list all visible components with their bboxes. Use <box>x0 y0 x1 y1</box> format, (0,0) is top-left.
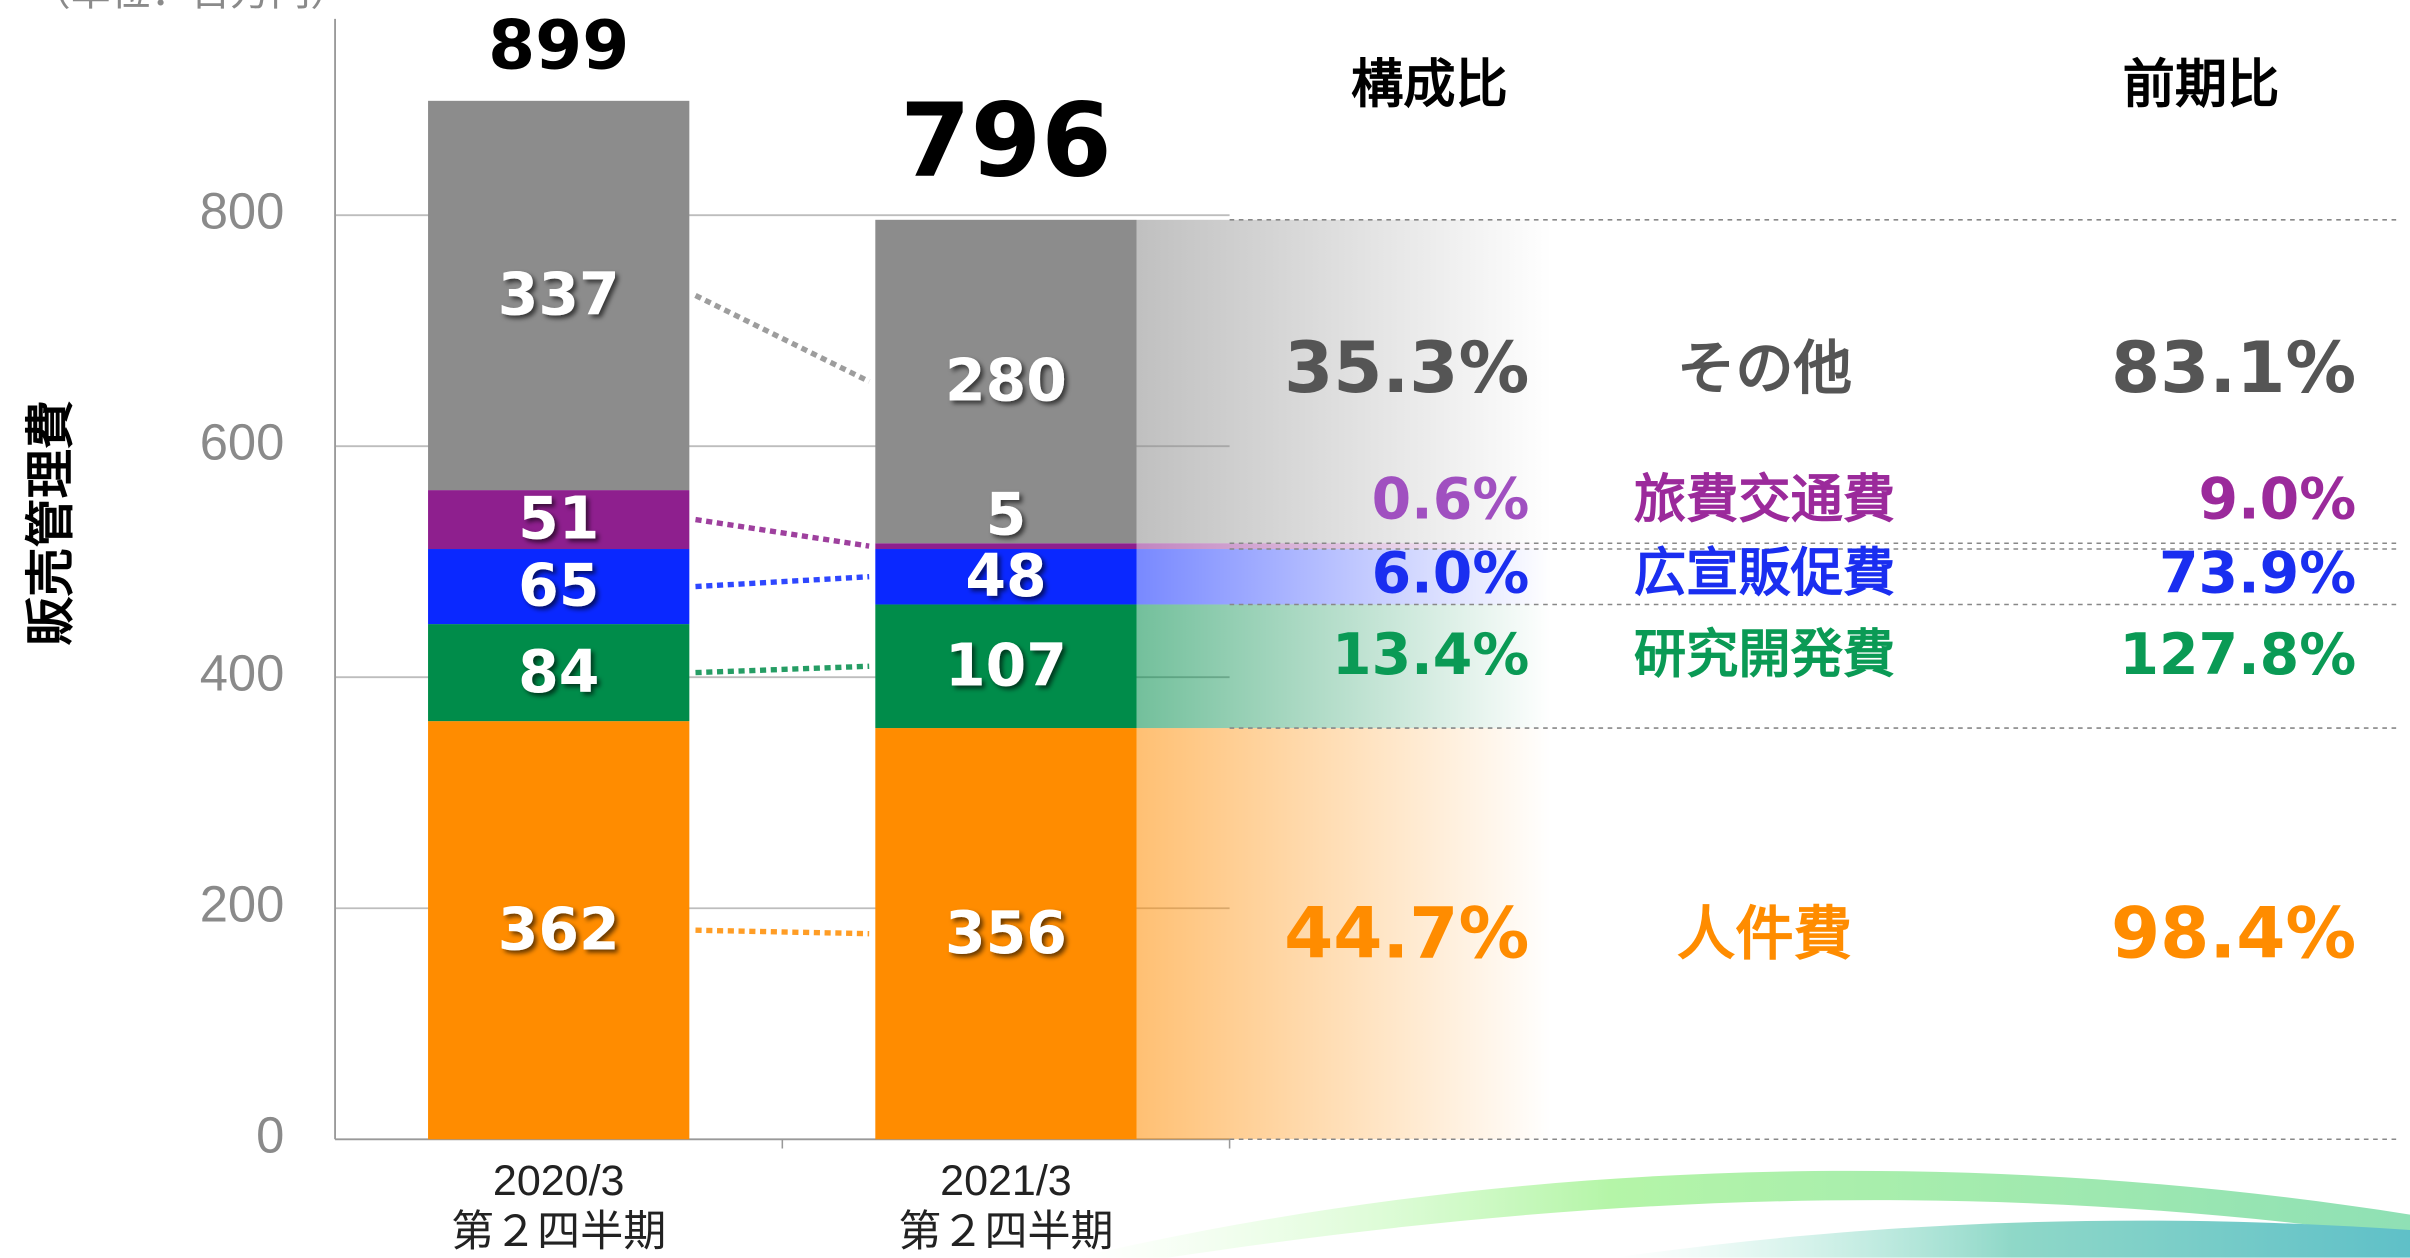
bar-segment <box>428 721 690 1140</box>
yoy-value: 73.9% <box>2159 540 2356 606</box>
fade-band <box>1136 604 1552 729</box>
x-tick-label: 第２四半期 <box>898 1208 1113 1256</box>
legend-label: 研究開発費 <box>1634 625 1895 685</box>
table-header: 前期比 <box>2123 55 2280 115</box>
legend-label: 人件費 <box>1677 900 1852 968</box>
fade-band <box>1136 728 1552 1140</box>
y-tick-label: 600 <box>200 414 285 471</box>
share-value: 13.4% <box>1332 622 1529 688</box>
connector <box>694 293 871 384</box>
value-label: 65 <box>518 552 599 620</box>
y-axis-label: 販売管理費 <box>21 400 79 646</box>
connector <box>695 663 870 676</box>
value-label: 337 <box>498 261 620 329</box>
y-tick-label: 200 <box>200 876 285 933</box>
share-value: 0.6% <box>1372 467 1530 533</box>
total-label: 899 <box>488 6 629 85</box>
yoy-value: 98.4% <box>2111 891 2356 974</box>
x-tick-label: 2021/3 <box>940 1157 1072 1205</box>
fade-band <box>1136 543 1552 550</box>
fade-band <box>1136 219 1552 544</box>
value-label: 362 <box>498 895 620 963</box>
bar-segment <box>875 728 1137 1140</box>
bar-segment <box>428 549 690 625</box>
connector <box>695 927 870 937</box>
value-label: 5 <box>986 481 1027 549</box>
share-value: 44.7% <box>1284 891 1529 974</box>
value-label: 51 <box>518 485 599 553</box>
connector <box>695 574 870 590</box>
bar-segment <box>428 624 690 722</box>
y-tick-label: 0 <box>256 1107 284 1164</box>
bar-segment <box>875 549 1137 605</box>
table-header: 構成比 <box>1351 55 1508 115</box>
yoy-value: 9.0% <box>2199 467 2357 533</box>
x-tick-label: 第２四半期 <box>451 1208 666 1256</box>
bar-segment <box>875 604 1137 729</box>
unit-note: （単位：百万円） <box>31 0 351 14</box>
bar-segment <box>428 490 690 550</box>
legend-label: 広宣販促費 <box>1634 544 1895 604</box>
total-label: 796 <box>900 81 1112 199</box>
share-value: 6.0% <box>1372 540 1530 606</box>
decoration <box>1075 1170 2410 1258</box>
value-label: 107 <box>945 631 1067 699</box>
yoy-value: 83.1% <box>2111 326 2356 409</box>
decoration <box>1613 1220 2410 1258</box>
y-tick-label: 800 <box>200 183 285 240</box>
bar-segment <box>428 100 690 491</box>
fade-band <box>1136 549 1552 605</box>
x-tick-label: 2020/3 <box>493 1157 625 1205</box>
value-label: 356 <box>945 899 1067 967</box>
legend-label: 旅費交通費 <box>1634 470 1895 530</box>
value-label: 84 <box>518 638 599 706</box>
y-tick-label: 400 <box>200 645 285 702</box>
value-label: 48 <box>965 542 1046 610</box>
value-label: 280 <box>945 347 1067 415</box>
connector <box>695 516 870 549</box>
legend-label: その他 <box>1677 334 1852 402</box>
bar-segment <box>875 543 1137 550</box>
share-value: 35.3% <box>1284 326 1529 409</box>
yoy-value: 127.8% <box>2119 622 2356 688</box>
bar-segment <box>875 219 1137 544</box>
